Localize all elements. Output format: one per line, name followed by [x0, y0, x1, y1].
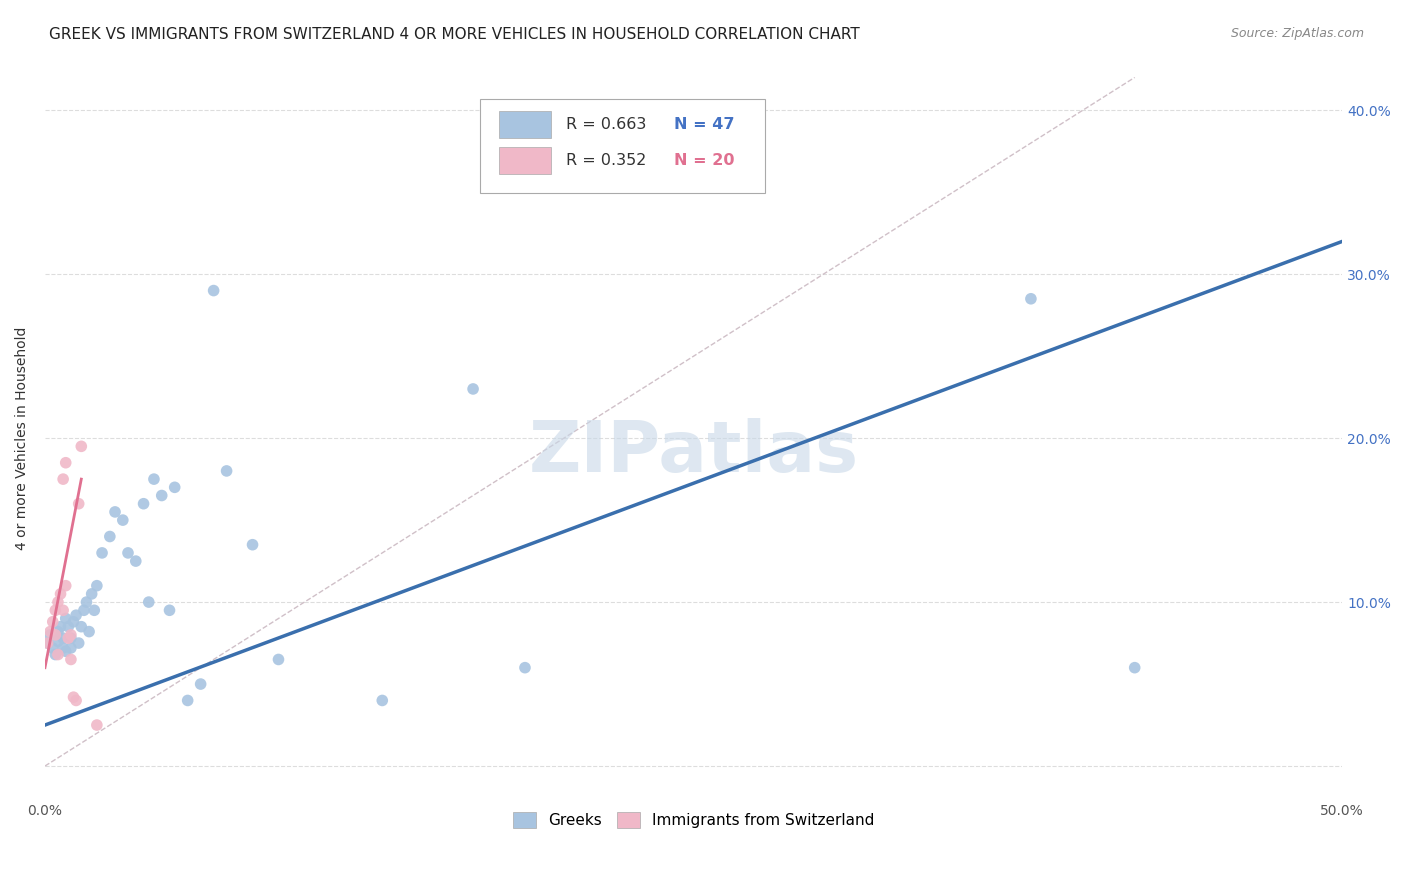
Point: [67, 636, 90, 650]
Point: [70, 620, 93, 634]
Text: R = 0.352: R = 0.352: [567, 153, 647, 168]
Point: [52, 603, 75, 617]
Point: [59, 640, 82, 655]
Point: [1123, 661, 1146, 675]
Point: [80, 587, 103, 601]
Point: [190, 677, 212, 691]
Point: [159, 603, 181, 617]
Point: [59, 652, 82, 666]
Point: [39, 624, 62, 639]
Point: [77, 624, 100, 639]
Point: [371, 693, 394, 707]
Point: [62, 615, 84, 629]
Point: [65, 693, 87, 707]
Point: [267, 652, 290, 666]
Point: [70, 439, 93, 453]
Point: [202, 284, 225, 298]
Point: [42, 615, 65, 629]
Text: ZIPatlas: ZIPatlas: [529, 418, 859, 487]
Point: [58, 631, 80, 645]
FancyBboxPatch shape: [499, 146, 551, 174]
Point: [44, 603, 66, 617]
Text: Source: ZipAtlas.com: Source: ZipAtlas.com: [1230, 27, 1364, 40]
Point: [46, 634, 69, 648]
Point: [46, 648, 69, 662]
Point: [125, 554, 148, 568]
Text: N = 20: N = 20: [673, 153, 735, 168]
Point: [42, 640, 65, 655]
Point: [138, 595, 160, 609]
FancyBboxPatch shape: [499, 111, 551, 138]
Point: [55, 579, 77, 593]
Point: [52, 640, 75, 655]
Y-axis label: 4 or more Vehicles in Household: 4 or more Vehicles in Household: [15, 326, 30, 549]
Point: [44, 648, 66, 662]
Point: [52, 472, 75, 486]
Legend: Greeks, Immigrants from Switzerland: Greeks, Immigrants from Switzerland: [506, 806, 880, 835]
Point: [59, 631, 82, 645]
Point: [111, 513, 134, 527]
Point: [513, 661, 536, 675]
Point: [62, 690, 84, 705]
Point: [46, 595, 69, 609]
Point: [52, 631, 75, 645]
Point: [176, 693, 198, 707]
Point: [49, 587, 72, 601]
Text: GREEK VS IMMIGRANTS FROM SWITZERLAND 4 OR MORE VEHICLES IN HOUSEHOLD CORRELATION: GREEK VS IMMIGRANTS FROM SWITZERLAND 4 O…: [49, 27, 860, 42]
Point: [215, 464, 238, 478]
Point: [76, 595, 98, 609]
Point: [117, 546, 139, 560]
Point: [44, 628, 66, 642]
Point: [58, 620, 80, 634]
Text: N = 47: N = 47: [673, 117, 735, 132]
Point: [55, 644, 77, 658]
Point: [98, 529, 121, 543]
Point: [150, 489, 173, 503]
Text: R = 0.663: R = 0.663: [567, 117, 647, 132]
Point: [73, 603, 96, 617]
FancyBboxPatch shape: [479, 99, 765, 193]
Point: [46, 624, 69, 639]
Point: [83, 603, 105, 617]
Point: [86, 718, 108, 732]
Point: [67, 497, 90, 511]
Point: [39, 628, 62, 642]
Point: [37, 636, 59, 650]
Point: [65, 608, 87, 623]
Point: [49, 620, 72, 634]
Point: [91, 546, 114, 560]
Point: [55, 456, 77, 470]
Point: [132, 497, 155, 511]
Point: [37, 636, 59, 650]
Point: [461, 382, 484, 396]
Point: [104, 505, 127, 519]
Point: [86, 579, 108, 593]
Point: [163, 480, 186, 494]
Point: [242, 538, 264, 552]
Point: [59, 628, 82, 642]
Point: [142, 472, 165, 486]
Point: [55, 611, 77, 625]
Point: [1019, 292, 1042, 306]
